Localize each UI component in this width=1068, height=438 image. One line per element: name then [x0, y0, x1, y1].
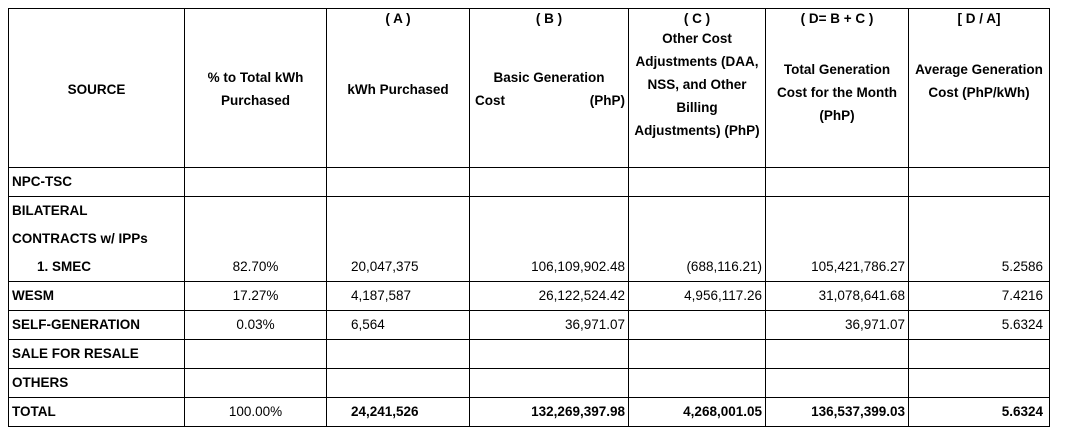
empty-cell	[628, 339, 766, 369]
empty-cell	[765, 225, 909, 253]
empty-cell	[469, 368, 629, 398]
wesm-pct: 17.27%	[184, 281, 327, 311]
col-a-code: ( A )	[385, 11, 411, 26]
total-cost-header: ( D= B + C ) Total Generation Cost for t…	[765, 8, 909, 168]
empty-cell	[765, 196, 909, 225]
table-row: WESM 17.27% 4,187,587 26,122,524.42 4,95…	[8, 281, 1050, 311]
kwh-header-text: kWh Purchased	[347, 82, 449, 97]
empty-cell	[908, 339, 1050, 369]
row-label-bilateral-2: CONTRACTS w/ IPPs	[8, 225, 185, 253]
table-row-total: TOTAL 100.00% 24,241,526 132,269,397.98 …	[8, 397, 1050, 427]
row-label-smec: 1. SMEC	[8, 253, 185, 282]
other-cost-header-text: Other Cost Adjustments (DAA, NSS, and Ot…	[634, 31, 760, 138]
selfgen-pct: 0.03%	[184, 310, 327, 340]
empty-cell	[184, 225, 327, 253]
smec-kwh: 20,047,375	[326, 253, 470, 282]
total-other-cost: 4,268,001.05	[628, 397, 766, 427]
table-row: NPC-TSC	[8, 167, 1050, 197]
empty-cell	[628, 196, 766, 225]
selfgen-basic-cost: 36,971.07	[469, 310, 629, 340]
empty-cell	[326, 339, 470, 369]
smec-total-cost: 105,421,786.27	[765, 253, 909, 282]
kwh-header: ( A ) kWh Purchased	[326, 8, 470, 168]
row-label-wesm: WESM	[8, 281, 185, 311]
smec-pct: 82.70%	[184, 253, 327, 282]
empty-cell	[765, 167, 909, 197]
empty-cell	[469, 167, 629, 197]
empty-cell	[469, 225, 629, 253]
basic-cost-header-line2: Cost (PhP)	[473, 89, 625, 112]
col-d-code: ( D= B + C )	[800, 11, 874, 26]
table-row: SELF-GENERATION 0.03% 6,564 36,971.07 36…	[8, 310, 1050, 340]
empty-cell	[628, 225, 766, 253]
empty-cell	[184, 339, 327, 369]
wesm-basic-cost: 26,122,524.42	[469, 281, 629, 311]
col-c-code: ( C )	[683, 11, 711, 26]
other-cost-header: ( C ) Other Cost Adjustments (DAA, NSS, …	[628, 8, 766, 168]
empty-cell	[765, 339, 909, 369]
basic-cost-header-line1: Basic Generation	[493, 70, 605, 85]
empty-cell	[908, 167, 1050, 197]
row-label-bilateral-1: BILATERAL	[8, 196, 185, 225]
basic-cost-word: Cost	[475, 93, 505, 108]
basic-cost-header: ( B ) Basic Generation Cost (PhP)	[469, 8, 629, 168]
avg-cost-header-text: Average Generation Cost (PhP/kWh)	[915, 62, 1043, 100]
total-avg-cost: 5.6324	[908, 397, 1050, 427]
row-label-others: OTHERS	[8, 368, 185, 398]
basic-cost-unit: (PhP)	[589, 93, 625, 108]
wesm-kwh: 4,187,587	[326, 281, 470, 311]
selfgen-kwh: 6,564	[326, 310, 470, 340]
row-label-total: TOTAL	[8, 397, 185, 427]
empty-cell	[628, 167, 766, 197]
selfgen-total-cost: 36,971.07	[765, 310, 909, 340]
pct-header-text: % to Total kWh Purchased	[207, 70, 304, 108]
table-row: 1. SMEC 82.70% 20,047,375 106,109,902.48…	[8, 253, 1050, 282]
avg-cost-header: [ D / A] Average Generation Cost (PhP/kW…	[908, 8, 1050, 168]
smec-basic-cost: 106,109,902.48	[469, 253, 629, 282]
empty-cell	[469, 339, 629, 369]
col-b-code: ( B )	[535, 11, 563, 26]
table-row: BILATERAL	[8, 196, 1050, 225]
source-header-text: SOURCE	[67, 81, 126, 97]
row-label-self-generation: SELF-GENERATION	[8, 310, 185, 340]
wesm-total-cost: 31,078,641.68	[765, 281, 909, 311]
pct-header: % to Total kWh Purchased	[184, 8, 327, 168]
table-row: SALE FOR RESALE	[8, 339, 1050, 369]
table-row: CONTRACTS w/ IPPs	[8, 225, 1050, 253]
table-row: OTHERS	[8, 368, 1050, 398]
empty-cell	[326, 368, 470, 398]
row-label-sale-for-resale: SALE FOR RESALE	[8, 339, 185, 369]
empty-cell	[326, 167, 470, 197]
selfgen-other-cost	[628, 310, 766, 340]
smec-other-cost: (688,116.21)	[628, 253, 766, 282]
total-pct: 100.00%	[184, 397, 327, 427]
wesm-other-cost: 4,956,117.26	[628, 281, 766, 311]
empty-cell	[184, 368, 327, 398]
empty-cell	[326, 196, 470, 225]
header-row: SOURCE % to Total kWh Purchased ( A ) kW…	[8, 8, 1050, 168]
empty-cell	[908, 225, 1050, 253]
generation-cost-table: SOURCE % to Total kWh Purchased ( A ) kW…	[8, 8, 1050, 427]
total-cost-header-text: Total Generation Cost for the Month (PhP…	[777, 62, 897, 123]
total-kwh: 24,241,526	[326, 397, 470, 427]
smec-avg-cost: 5.2586	[908, 253, 1050, 282]
col-e-code: [ D / A]	[957, 11, 1001, 26]
empty-cell	[469, 196, 629, 225]
selfgen-avg-cost: 5.6324	[908, 310, 1050, 340]
total-basic-cost: 132,269,397.98	[469, 397, 629, 427]
wesm-avg-cost: 7.4216	[908, 281, 1050, 311]
empty-cell	[184, 196, 327, 225]
empty-cell	[628, 368, 766, 398]
total-total-cost: 136,537,399.03	[765, 397, 909, 427]
row-label-npc: NPC-TSC	[8, 167, 185, 197]
empty-cell	[908, 196, 1050, 225]
empty-cell	[765, 368, 909, 398]
empty-cell	[908, 368, 1050, 398]
empty-cell	[184, 167, 327, 197]
source-header: SOURCE	[8, 8, 185, 168]
empty-cell	[326, 225, 470, 253]
